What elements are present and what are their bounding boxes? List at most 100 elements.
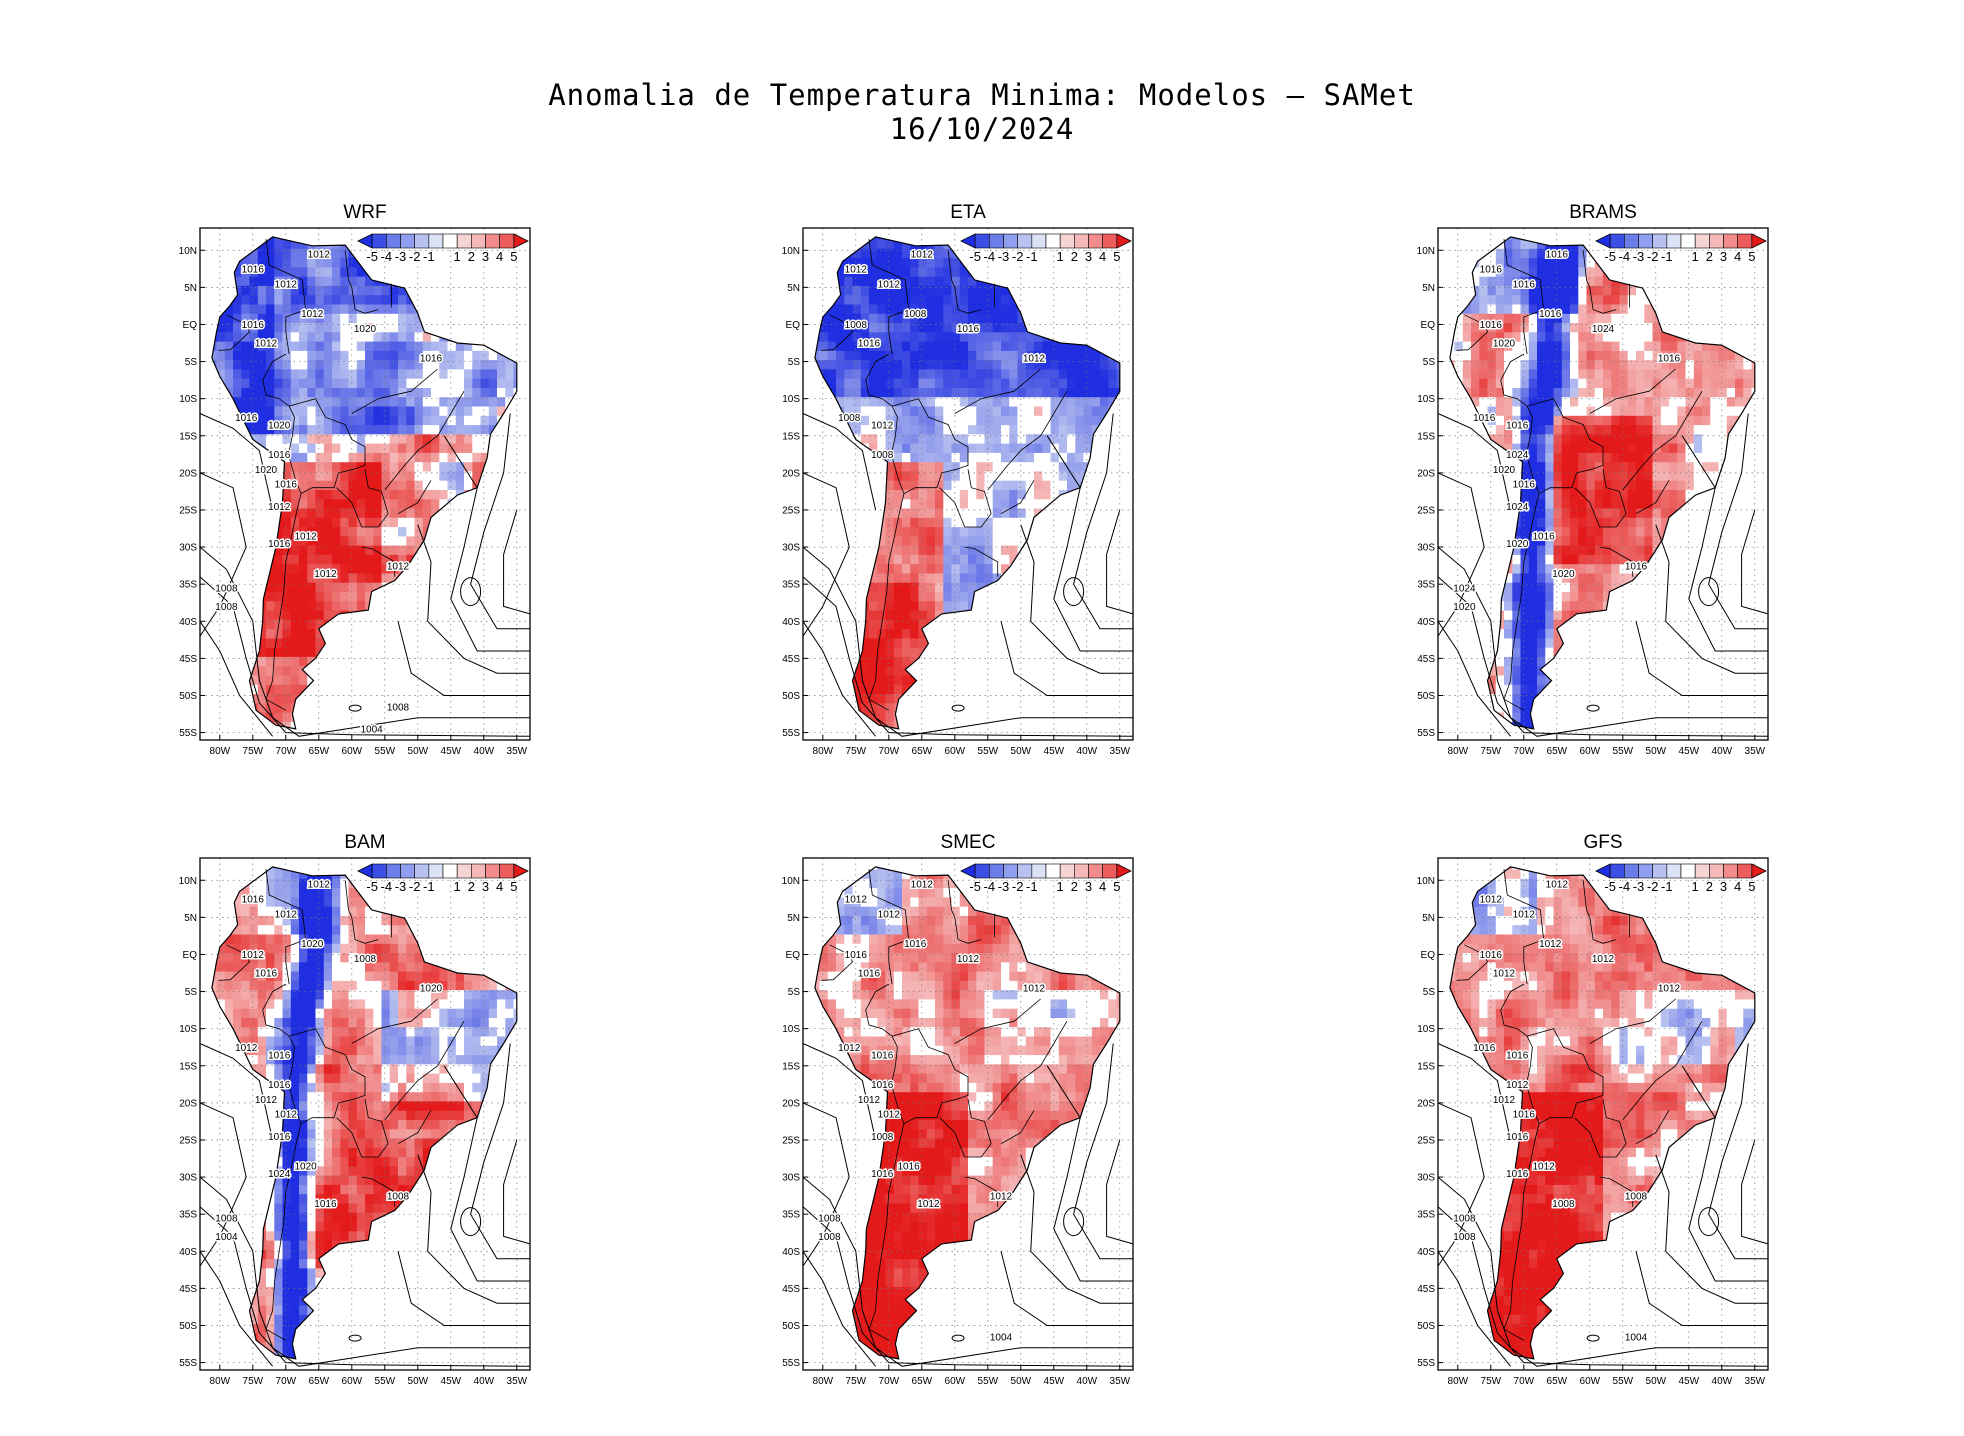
anomaly-cell [869, 369, 878, 379]
anomaly-cell [1091, 406, 1101, 416]
anomaly-cell [373, 526, 382, 537]
anomaly-cell [926, 480, 936, 490]
anomaly-cell [299, 461, 308, 472]
anomaly-cell [1034, 424, 1043, 435]
anomaly-cell [249, 313, 259, 323]
anomaly-cell [282, 638, 292, 648]
lat-tick-label: 10N [179, 246, 197, 257]
anomaly-cell [216, 341, 226, 351]
anomaly-cell [935, 406, 944, 416]
anomaly-cell [266, 619, 275, 630]
anomaly-cell [902, 433, 911, 444]
anomaly-cell [290, 526, 300, 537]
anomaly-cell [902, 526, 911, 537]
anomaly-cell [431, 396, 440, 407]
anomaly-cell [373, 285, 382, 296]
anomaly-cell [943, 341, 952, 351]
anomaly-cell [497, 387, 506, 398]
anomaly-cell [877, 591, 886, 602]
anomaly-cell [282, 359, 292, 370]
anomaly-cell [332, 267, 341, 277]
anomaly-cell [1058, 433, 1068, 444]
anomaly-cell [984, 387, 994, 398]
anomaly-cell [992, 489, 1002, 500]
anomaly-cell [869, 406, 878, 416]
anomaly-cell [984, 517, 994, 528]
anomaly-cell [902, 304, 911, 314]
anomaly-cell [323, 350, 333, 361]
anomaly-cell [877, 331, 886, 342]
anomaly-cell [968, 322, 977, 333]
colorbar-swatch [400, 233, 415, 249]
anomaly-cell [992, 517, 1002, 528]
isobar-line [199, 472, 247, 637]
anomaly-cell [241, 294, 250, 305]
anomaly-cell [1050, 378, 1060, 388]
anomaly-cell [943, 396, 952, 407]
anomaly-cell [447, 396, 457, 407]
anomaly-cell [902, 600, 911, 611]
anomaly-cell [257, 313, 267, 323]
anomaly-cell [406, 471, 415, 481]
anomaly-cell [1462, 331, 1472, 342]
anomaly-cell [389, 471, 399, 481]
anomaly-cell [877, 675, 886, 685]
anomaly-cell [926, 267, 936, 277]
anomaly-cell [398, 294, 407, 305]
anomaly-cell [307, 610, 316, 620]
anomaly-cell [984, 508, 994, 518]
anomaly-cell [910, 554, 919, 565]
anomaly-cell [943, 591, 952, 602]
anomaly-cell [274, 322, 283, 333]
anomaly-cell [992, 452, 1002, 463]
anomaly-cell [323, 267, 333, 277]
anomaly-cell [959, 424, 969, 435]
anomaly-cell [943, 573, 952, 583]
anomaly-cell [365, 489, 374, 500]
isobar-label: 1008 [215, 602, 238, 613]
anomaly-cell [1042, 359, 1051, 370]
anomaly-cell [1454, 359, 1464, 370]
anomaly-cell [373, 341, 382, 351]
anomaly-cell [340, 257, 349, 268]
anomaly-cell [902, 554, 911, 565]
anomaly-cell [1058, 415, 1068, 426]
anomaly-cell [464, 387, 473, 398]
anomaly-cell [348, 573, 358, 583]
colorbar-label: 1 [454, 249, 461, 264]
anomaly-cell [414, 508, 424, 518]
anomaly-cell [348, 415, 358, 426]
anomaly-cell [968, 498, 977, 509]
anomaly-cell [406, 526, 415, 537]
anomaly-cell [943, 415, 952, 426]
anomaly-cell [398, 387, 407, 398]
anomaly-cell [1001, 331, 1010, 342]
anomaly-cell [926, 582, 936, 592]
anomaly-cell [910, 359, 919, 370]
anomaly-cell [1067, 433, 1076, 444]
anomaly-cell [1001, 471, 1010, 481]
anomaly-cell [1067, 480, 1076, 490]
anomaly-cell [398, 526, 407, 537]
isobar-label: 1016 [268, 539, 291, 550]
anomaly-cell [299, 526, 308, 537]
anomaly-cell [472, 480, 481, 490]
anomaly-cell [1017, 517, 1027, 528]
anomaly-cell [1025, 369, 1035, 379]
anomaly-cell [406, 406, 415, 416]
anomaly-cell [414, 387, 424, 398]
anomaly-cell [480, 359, 490, 370]
anomaly-cell [282, 526, 292, 537]
anomaly-cell [389, 378, 399, 388]
anomaly-cell [340, 294, 349, 305]
anomaly-cell [464, 480, 473, 490]
anomaly-cell [877, 563, 886, 574]
anomaly-cell [266, 369, 275, 379]
anomaly-cell [976, 535, 985, 546]
anomaly-cell [373, 350, 382, 361]
anomaly-cell [984, 424, 994, 435]
anomaly-cell [984, 573, 994, 583]
anomaly-cell [472, 461, 481, 472]
anomaly-cell [332, 489, 341, 500]
anomaly-cell [951, 591, 961, 602]
